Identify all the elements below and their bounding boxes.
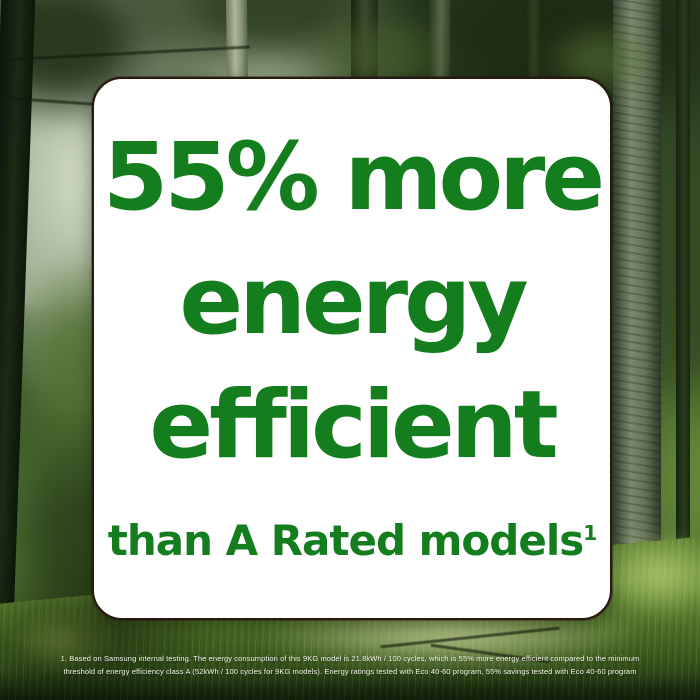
- headline-line-3: efficient: [149, 371, 558, 480]
- info-card: 55% more energy efficient than A Rated m…: [92, 77, 612, 620]
- headline-line-1: 55% more: [102, 123, 605, 232]
- headline-line-2: energy: [179, 247, 528, 356]
- footnote-line-1: 1. Based on Samsung internal testing. Th…: [60, 654, 640, 663]
- subheadline: than A Rated models1: [107, 516, 598, 566]
- bottom-vignette: [0, 672, 700, 700]
- footnote-line-2: threshold of energy efficiency class A (…: [63, 666, 637, 676]
- footnote: 1. Based on Samsung internal testing. Th…: [0, 653, 700, 678]
- footnote-reference-mark: 1: [583, 521, 597, 545]
- tree-trunk: [676, 0, 690, 590]
- subheadline-text: than A Rated models: [107, 516, 584, 565]
